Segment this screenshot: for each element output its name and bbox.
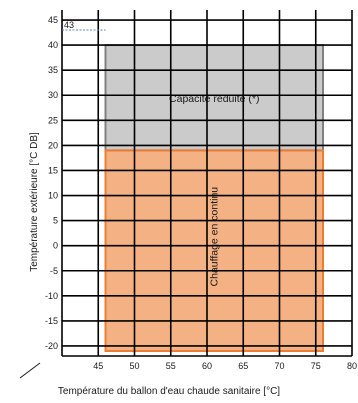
y-tick-label: 45	[48, 15, 58, 25]
zones-layer: Capacité réduite (*)Chauffage en continu	[104, 44, 324, 352]
x-tick-label: 50	[129, 361, 139, 371]
y-tick-label: 40	[48, 40, 58, 50]
ticks-layer: -20 -15 -10 -5 0 5 10 15 20 25 30 35 40 45 45 50 55 60 65 7…	[45, 15, 357, 371]
y-tick-label: 5	[53, 216, 58, 226]
y-tick-label: 10	[48, 191, 58, 201]
y-tick-label: -15	[45, 316, 58, 326]
y-tick-label: 25	[48, 115, 58, 125]
y-tick-label: 35	[48, 65, 58, 75]
x-tick-label: 75	[311, 361, 321, 371]
y-tick-label: -5	[50, 266, 58, 276]
y-tick-label: 20	[48, 140, 58, 150]
x-tick-label: 65	[238, 361, 248, 371]
x-tick-label: 55	[166, 361, 176, 371]
x-tick-label: 80	[347, 361, 357, 371]
zone-1-label: Chauffage en continu	[208, 187, 220, 287]
y-tick-label: 15	[48, 165, 58, 175]
annotation-label: 43	[64, 20, 74, 30]
x-tick-label: 60	[202, 361, 212, 371]
x-tick-label: 70	[274, 361, 284, 371]
y-tick-label: -20	[45, 341, 58, 351]
annotations-layer: 43	[62, 20, 106, 31]
y-axis-label: Température extérieure [°C DB]	[29, 132, 40, 272]
zone-1-border	[104, 149, 324, 352]
zone-0-fill	[105, 45, 323, 151]
y-tick-label: 0	[53, 241, 58, 251]
labels-layer: Température extérieure [°C DB] Températu…	[29, 132, 280, 397]
zone-1-fill	[105, 150, 323, 351]
y-tick-label: -10	[45, 291, 58, 301]
decor-layer	[19, 362, 41, 379]
x-axis-label: Température du ballon d'eau chaude sanit…	[58, 386, 280, 397]
x-tick-label: 45	[93, 361, 103, 371]
decor-diagonal	[19, 362, 41, 379]
y-tick-label: 30	[48, 90, 58, 100]
grid-layer	[61, 10, 353, 357]
